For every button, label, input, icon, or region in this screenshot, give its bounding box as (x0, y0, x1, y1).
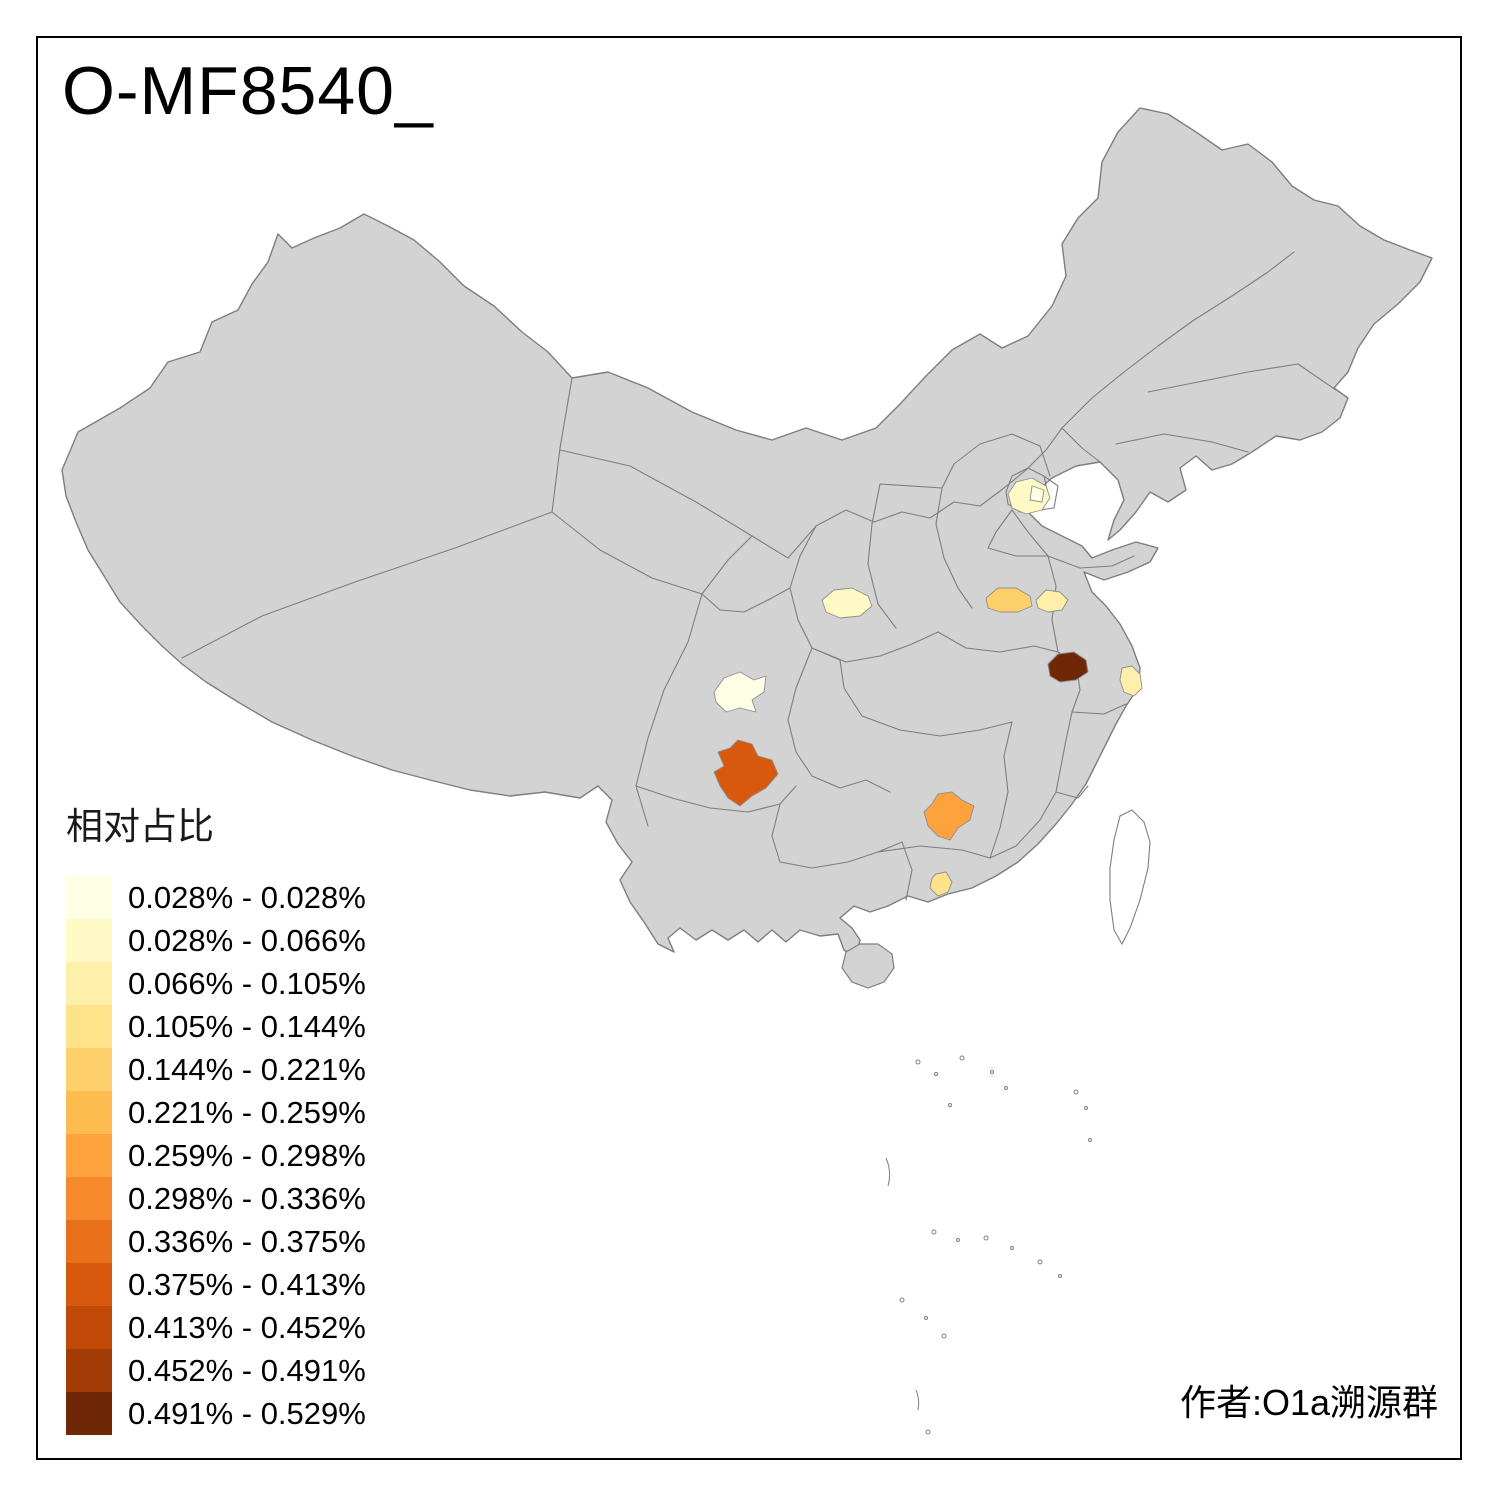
map-patch-9 (713, 739, 779, 807)
legend-label: 0.144% - 0.221% (128, 1051, 366, 1087)
legend-row: 0.413% - 0.452% (66, 1306, 366, 1349)
legend-label: 0.028% - 0.066% (128, 922, 366, 958)
map-patch-5 (1035, 589, 1069, 613)
map-patch-3 (821, 587, 873, 619)
legend-swatch (66, 1349, 112, 1392)
legend-row: 0.221% - 0.259% (66, 1091, 366, 1134)
legend-label: 0.105% - 0.144% (128, 1008, 366, 1044)
legend-swatch (66, 1134, 112, 1177)
legend-swatch (66, 1091, 112, 1134)
map-patch-7 (1119, 665, 1143, 697)
legend-row: 0.066% - 0.105% (66, 962, 366, 1005)
map-patch-1 (1007, 477, 1051, 515)
map-patch-11 (929, 871, 953, 897)
legend-swatch (66, 1005, 112, 1048)
legend-row: 0.028% - 0.066% (66, 919, 366, 962)
highlight-patches (713, 477, 1143, 897)
legend-swatch (66, 1392, 112, 1435)
province-borders (181, 251, 1337, 901)
legend-rows: 0.028% - 0.028% 0.028% - 0.066% 0.066% - 0… (66, 876, 366, 1435)
legend-label: 0.413% - 0.452% (128, 1309, 366, 1345)
legend-row: 0.375% - 0.413% (66, 1263, 366, 1306)
map-patch-10 (923, 791, 975, 841)
legend-swatch (66, 1177, 112, 1220)
hainan-island (841, 943, 895, 989)
plot-title: O-MF8540_ (62, 53, 434, 129)
legend-row: 0.105% - 0.144% (66, 1005, 366, 1048)
legend: 相对占比 0.028% - 0.028% 0.028% - 0.066% 0.066… (66, 796, 366, 1435)
south-china-sea-islands (885, 1055, 1092, 1435)
map-patch-6 (1047, 651, 1089, 683)
map-patch-2 (1029, 485, 1045, 503)
legend-swatch (66, 1220, 112, 1263)
legend-row: 0.491% - 0.529% (66, 1392, 366, 1435)
legend-swatch (66, 1306, 112, 1349)
legend-label: 0.298% - 0.336% (128, 1180, 366, 1216)
legend-row: 0.144% - 0.221% (66, 1048, 366, 1091)
legend-label: 0.066% - 0.105% (128, 965, 366, 1001)
taiwan-island (1109, 809, 1151, 946)
legend-label: 0.375% - 0.413% (128, 1266, 366, 1302)
legend-swatch (66, 962, 112, 1005)
map-patch-4 (985, 587, 1033, 613)
legend-label: 0.452% - 0.491% (128, 1352, 366, 1388)
legend-label: 0.259% - 0.298% (128, 1137, 366, 1173)
legend-label: 0.221% - 0.259% (128, 1094, 366, 1130)
map-patch-8 (713, 671, 767, 713)
legend-swatch (66, 919, 112, 962)
legend-label: 0.336% - 0.375% (128, 1223, 366, 1259)
legend-row: 0.028% - 0.028% (66, 876, 366, 919)
legend-label: 0.491% - 0.529% (128, 1395, 366, 1431)
legend-swatch (66, 876, 112, 919)
legend-swatch (66, 1048, 112, 1091)
author-caption: 作者:O1a溯源群 (1179, 1382, 1438, 1423)
legend-row: 0.452% - 0.491% (66, 1349, 366, 1392)
legend-swatch (66, 1263, 112, 1306)
legend-row: 0.336% - 0.375% (66, 1220, 366, 1263)
legend-row: 0.259% - 0.298% (66, 1134, 366, 1177)
legend-title: 相对占比 (66, 806, 214, 847)
legend-row: 0.298% - 0.336% (66, 1177, 366, 1220)
legend-label: 0.028% - 0.028% (128, 879, 366, 915)
